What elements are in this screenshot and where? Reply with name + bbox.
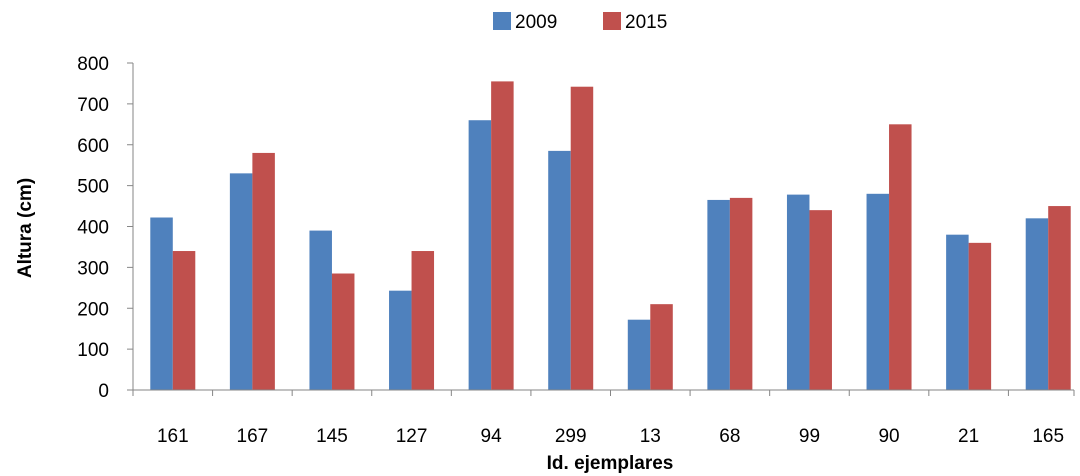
x-tick-label: 165: [1032, 426, 1064, 447]
bar-2015-161: [172, 251, 196, 390]
legend-label-2009: 2009: [515, 12, 557, 33]
x-tick-label: 13: [640, 426, 661, 447]
x-tick-label: 68: [719, 426, 740, 447]
bar-2009-99: [786, 194, 810, 390]
bar-2009-161: [150, 217, 173, 390]
bar-2015-13: [650, 304, 673, 390]
bar-2015-94: [491, 81, 514, 391]
x-tick-label: 167: [237, 426, 269, 447]
legend-swatch-2015: [603, 12, 621, 30]
x-tick-label: 299: [555, 426, 587, 447]
y-tick-label: 800: [77, 54, 109, 75]
bar-2015-145: [331, 273, 355, 390]
bar-2009-299: [548, 150, 571, 390]
y-tick-label: 0: [98, 381, 109, 402]
x-tick-label: 161: [157, 426, 189, 447]
y-axis-title: Altura (cm): [15, 178, 36, 278]
bar-2015-90: [889, 124, 912, 390]
x-tick-label: 90: [878, 426, 899, 447]
bar-2009-127: [389, 290, 412, 390]
legend-swatch-2009: [493, 12, 511, 30]
x-tick-label: 145: [316, 426, 348, 447]
y-tick-label: 500: [77, 177, 109, 198]
bar-2009-165: [1025, 218, 1049, 390]
x-tick-label: 127: [396, 426, 428, 447]
bar-2015-21: [968, 242, 992, 390]
bar-2015-167: [252, 152, 275, 390]
y-tick-label: 600: [77, 136, 109, 157]
y-tick-label: 400: [77, 218, 109, 239]
y-tick-label: 300: [77, 258, 109, 279]
bar-2015-165: [1048, 206, 1071, 390]
bar-2015-127: [411, 251, 435, 390]
bar-2009-13: [627, 319, 651, 390]
bar-2015-299: [570, 86, 594, 391]
x-tick-label: 94: [481, 426, 503, 447]
x-tick-label: 21: [958, 426, 979, 447]
bar-2009-167: [229, 173, 253, 390]
bar-2009-90: [866, 193, 890, 390]
y-tick-label: 200: [77, 299, 109, 320]
bar-2009-21: [946, 234, 969, 390]
x-tick-label: 99: [799, 426, 820, 447]
legend: 2009 2015: [493, 12, 667, 33]
x-axis-title: Id. ejemplares: [547, 453, 674, 474]
plot-area: 0 100 200 300 400 500 600 700 800 161 167 145 127 94 2…: [77, 54, 1075, 447]
bar-2009-94: [468, 120, 492, 390]
bar-2009-68: [707, 199, 730, 390]
bar-2015-99: [809, 210, 832, 390]
legend-label-2015: 2015: [625, 12, 667, 33]
bar-2015-68: [729, 197, 753, 390]
y-tick-label: 100: [77, 340, 109, 361]
bar-2009-145: [309, 230, 332, 390]
y-tick-label: 700: [77, 95, 109, 116]
